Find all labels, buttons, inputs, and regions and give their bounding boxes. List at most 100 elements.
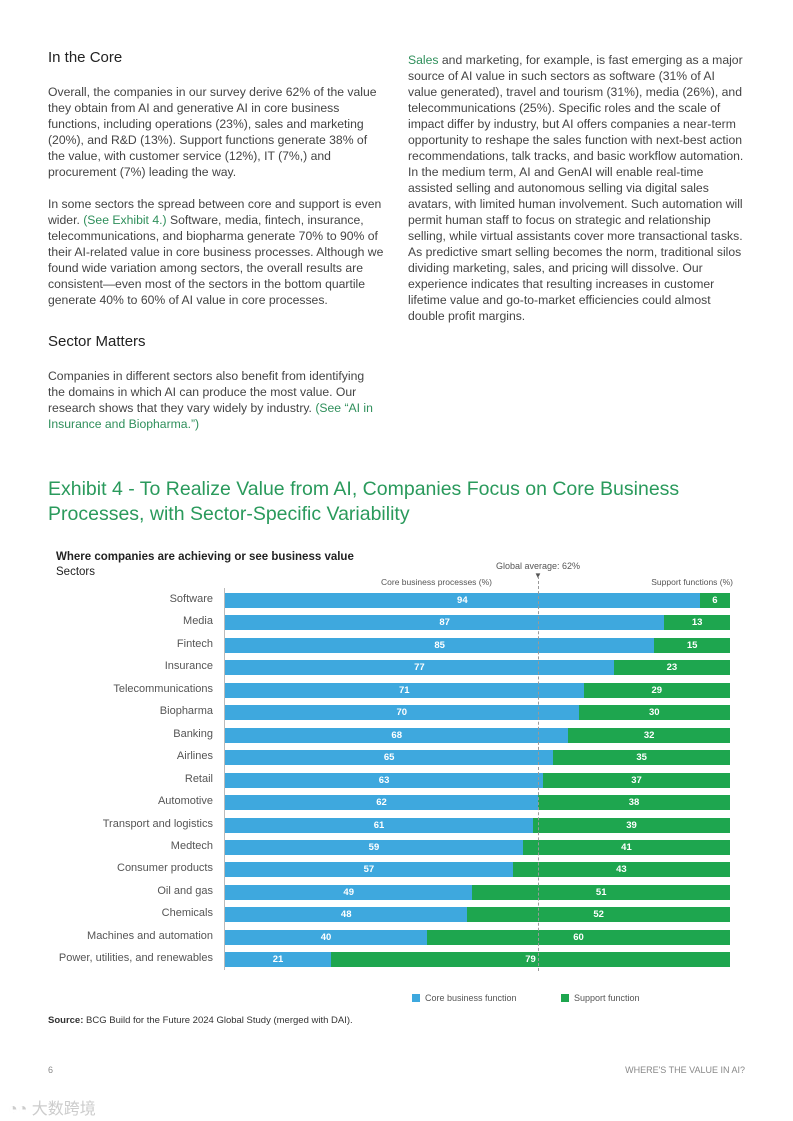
support-bar: 35 (553, 750, 730, 766)
support-bar: 23 (613, 660, 730, 676)
text: In some sectors the spread between core … (48, 197, 382, 227)
support-bar: 41 (522, 839, 730, 855)
category-label: Consumer products (117, 862, 213, 875)
core-bar: 85 (225, 637, 655, 653)
category-label: Telecommunications (113, 682, 213, 695)
bar-value-label: 13 (691, 617, 703, 629)
page-number: 6 (48, 1065, 54, 1075)
source-text: BCG Build for the Future 2024 Global Stu… (83, 1015, 353, 1026)
paragraph: In some sectors the spread between core … (48, 196, 384, 308)
core-bar: 68 (225, 727, 569, 743)
core-bar: 49 (225, 884, 473, 900)
core-bar: 70 (225, 705, 579, 721)
bar-value-label: 77 (414, 662, 425, 674)
support-bar: 15 (654, 637, 730, 653)
category-label: Media (183, 615, 213, 628)
core-bar: 71 (225, 682, 584, 698)
source-label: Source: (48, 1015, 84, 1026)
bar-value-label: 37 (631, 774, 642, 786)
left-column: In the Core Overall, the companies in ou… (48, 48, 384, 448)
support-bar: 38 (538, 795, 730, 811)
support-bar: 60 (427, 929, 730, 945)
bar-value-label: 71 (398, 684, 410, 696)
source-note: Source: BCG Build for the Future 2024 Gl… (48, 1015, 353, 1026)
support-bar: 29 (583, 682, 730, 698)
core-bar: 77 (225, 660, 614, 676)
chart-subtitle: Sectors (56, 566, 95, 578)
core-bar: 61 (225, 817, 534, 833)
chart-header: Where companies are achieving or see bus… (56, 550, 354, 580)
bar-value-label: 40 (320, 931, 332, 943)
legend-core: Core business function (412, 993, 517, 1003)
support-bar: 79 (331, 952, 730, 968)
chart-axis (224, 588, 225, 970)
bar-value-label: 57 (363, 864, 375, 876)
average-label: Global average: 62% (496, 561, 581, 571)
category-label: Machines and automation (87, 929, 213, 942)
core-bar: 21 (225, 952, 332, 968)
heading-in-the-core: In the Core (48, 49, 123, 66)
bar-value-label: 79 (525, 954, 536, 966)
core-bar: 62 (225, 795, 539, 811)
bar-value-label: 30 (648, 707, 660, 719)
legend-swatch-support (561, 994, 569, 1002)
bar-value-label: 21 (272, 954, 284, 966)
category-label: Oil and gas (157, 884, 213, 897)
core-header: Core business processes (%) (381, 577, 493, 587)
core-bar: 57 (225, 862, 513, 878)
average-line (538, 576, 540, 971)
bar-value-label: 48 (340, 909, 352, 921)
bar-value-label: 61 (373, 819, 385, 831)
legend-label: Support function (574, 993, 640, 1003)
support-bar: 37 (543, 772, 730, 788)
category-label: Biopharma (159, 705, 213, 718)
bar-value-label: 35 (636, 752, 647, 764)
support-header: Support functions (%) (651, 577, 733, 587)
support-bar: 6 (699, 593, 730, 608)
paragraph: Overall, the companies in our survey der… (48, 85, 377, 179)
core-bar: 65 (225, 750, 554, 766)
bar-value-label: 59 (368, 841, 380, 853)
category-label: Chemicals (161, 907, 213, 920)
core-bar: 48 (225, 907, 468, 923)
bar-value-label: 38 (628, 797, 640, 809)
watermark-logo: ◔◔ 大数跨境 (8, 1101, 96, 1118)
legend-support: Support function (561, 993, 640, 1003)
paragraph: Sales and marketing, for example, is fas… (408, 52, 744, 324)
bar-value-label: 32 (643, 729, 655, 741)
category-label: Insurance (164, 660, 213, 673)
chart-title: Where companies are achieving or see bus… (56, 551, 354, 563)
category-label: Software (169, 593, 213, 605)
bar-value-label: 43 (616, 864, 627, 876)
category-label: Medtech (170, 839, 213, 852)
support-bar: 51 (472, 884, 730, 900)
category-label: Banking (173, 727, 213, 740)
bar-value-label: 6 (712, 595, 718, 606)
category-label: Automotive (157, 795, 213, 808)
bar-value-label: 15 (686, 639, 698, 651)
bar-value-label: 63 (378, 774, 390, 786)
report-title: WHERE'S THE VALUE IN AI? (625, 1065, 745, 1075)
category-label: Fintech (176, 637, 213, 650)
core-bar: 59 (225, 839, 523, 855)
bar-value-label: 29 (651, 684, 663, 696)
support-bar: 39 (533, 817, 730, 833)
category-label: Retail (184, 772, 213, 785)
bar-value-label: 65 (383, 752, 395, 764)
support-bar: 43 (512, 862, 730, 878)
bar-value-label: 41 (621, 841, 632, 853)
category-label: Power, utilities, and renewables (58, 952, 213, 965)
heading-sector-matters: Sector Matters (48, 333, 146, 350)
core-bar: 87 (225, 615, 665, 631)
insurance-biopharma-link[interactable]: (See “AI in Insurance and Biopharma.”) (48, 401, 373, 431)
text: Software, media, fintech, insurance, tel… (48, 213, 384, 307)
support-bar: 52 (467, 907, 730, 923)
right-column: Sales and marketing, for example, is fas… (408, 52, 744, 340)
exhibit-link[interactable]: (See Exhibit 4.) (83, 213, 167, 227)
legend-swatch-core (412, 994, 420, 1002)
category-label: Transport and logistics (102, 817, 213, 830)
sales-link[interactable]: Sales (408, 53, 439, 67)
bar-value-label: 94 (457, 595, 468, 606)
bar-value-label: 68 (391, 729, 402, 741)
